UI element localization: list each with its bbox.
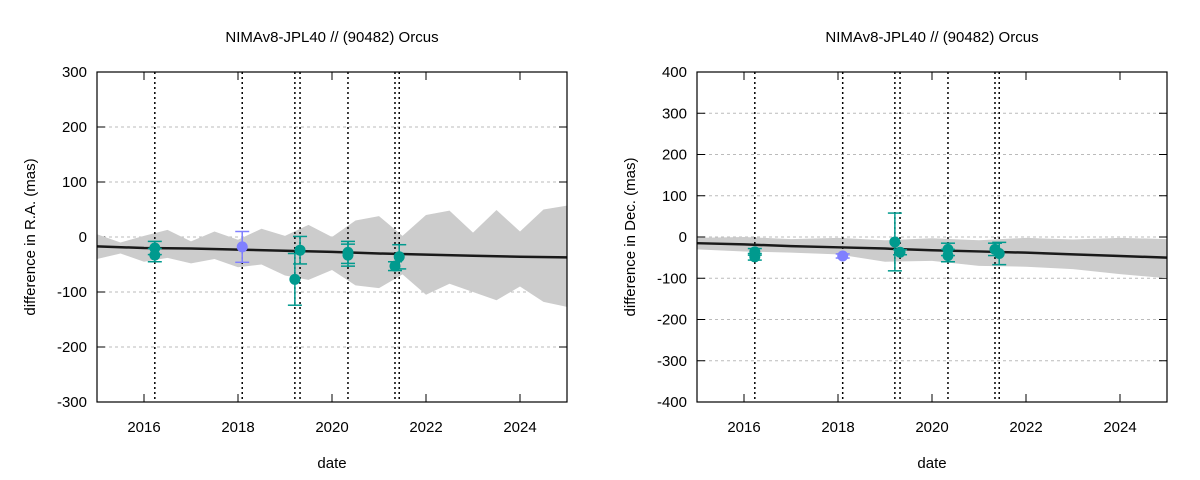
data-point: [942, 250, 954, 262]
data-point: [342, 249, 354, 261]
y-tick-label: 300: [62, 64, 87, 81]
y-tick-label: -400: [657, 394, 687, 411]
x-tick-label: 2022: [1009, 419, 1042, 436]
uncertainty-band: [697, 237, 1167, 279]
y-tick-label: -100: [657, 270, 687, 287]
y-tick-label: 400: [662, 64, 687, 81]
data-point: [889, 236, 901, 248]
data-point: [294, 244, 306, 256]
chart-2: NIMAv8-JPL40 // (90482) Orcus -400 -300 -20…: [622, 29, 1168, 472]
y-axis-label: difference in R.A. (mas): [22, 158, 39, 315]
x-tick-label: 2016: [727, 419, 760, 436]
data-point: [894, 246, 906, 258]
y-tick-label: 200: [62, 119, 87, 136]
x-tick-label: 2022: [409, 419, 442, 436]
plot-frame: [96, 71, 568, 403]
y-tick-label: -200: [657, 312, 687, 329]
y-tick-label: -200: [57, 339, 87, 356]
nominal-line: [696, 241, 1168, 259]
uncertainty-band: [97, 205, 567, 307]
x-tick-label: 2020: [915, 419, 948, 436]
y-tick-label: 200: [662, 147, 687, 164]
x-tick-label: 2024: [1103, 419, 1136, 436]
y-tick-label: -300: [57, 394, 87, 411]
x-tick-label: 2016: [127, 419, 160, 436]
y-tick-label: 300: [662, 105, 687, 122]
x-tick-label: 2020: [315, 419, 348, 436]
y-tick-label: 100: [62, 174, 87, 191]
y-axis-label: difference in Dec. (mas): [622, 158, 639, 317]
chart-1: NIMAv8-JPL40 // (90482) Orcus -300 -200 -10…: [22, 29, 568, 472]
data-point: [393, 251, 405, 263]
x-tick-label: 2024: [503, 419, 536, 436]
x-axis-label: date: [317, 455, 346, 472]
data-point: [289, 273, 301, 285]
x-tick-label: 2018: [221, 419, 254, 436]
data-point: [749, 251, 761, 263]
y-tick-label: -300: [657, 353, 687, 370]
y-tick-label: 0: [679, 229, 687, 246]
x-tick-label: 2018: [821, 419, 854, 436]
data-point: [837, 250, 849, 262]
nominal-line: [96, 245, 568, 259]
x-axis-label: date: [917, 455, 946, 472]
y-tick-label: 100: [662, 188, 687, 205]
y-tick-label: 0: [79, 229, 87, 246]
y-tick-label: -100: [57, 284, 87, 301]
chart-title: NIMAv8-JPL40 // (90482) Orcus: [825, 29, 1038, 46]
chart-title: NIMAv8-JPL40 // (90482) Orcus: [225, 29, 438, 46]
data-point: [149, 249, 161, 261]
data-point: [236, 241, 248, 253]
plot-frame: [696, 71, 1168, 403]
data-point: [993, 248, 1005, 259]
